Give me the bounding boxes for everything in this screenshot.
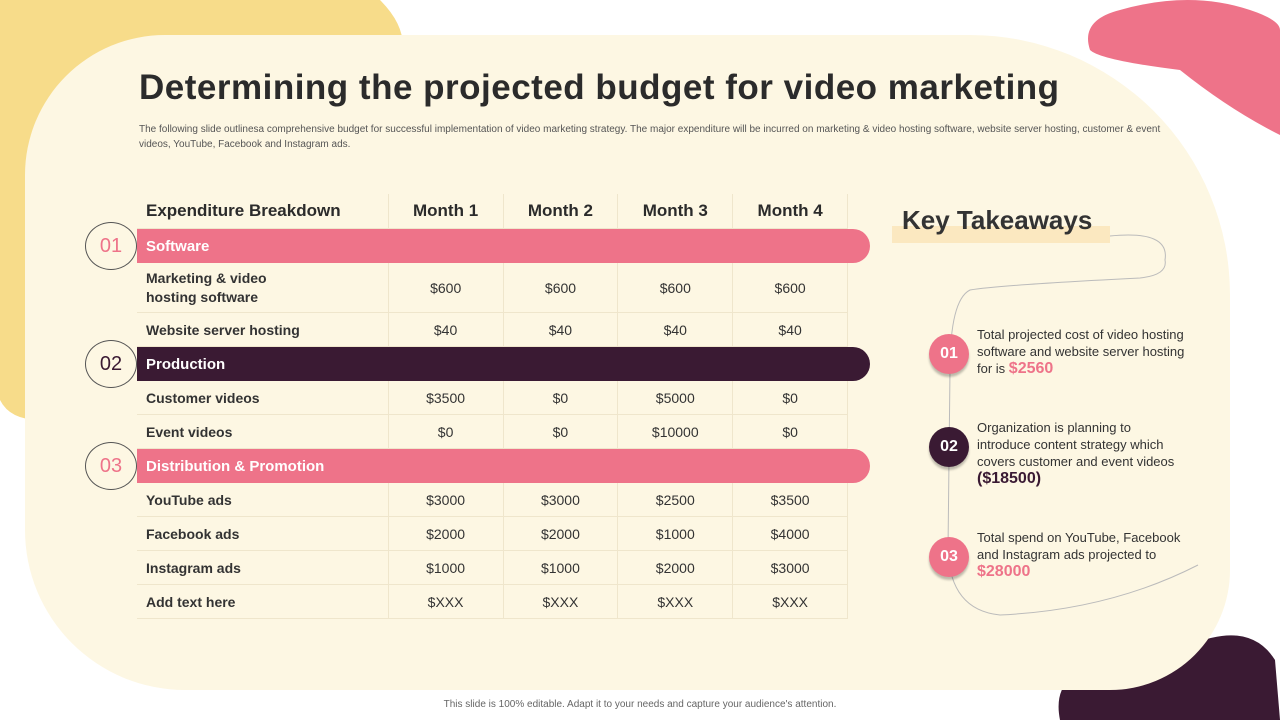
- table-row: Customer videos $3500 $0 $5000 $0: [137, 381, 849, 415]
- row-label: Marketing & video hosting software: [137, 263, 389, 312]
- takeaway-badge: 01: [929, 334, 969, 374]
- cell-value: $40: [389, 313, 504, 346]
- takeaway-value: ($18500): [977, 470, 1042, 487]
- cell-value: $2000: [618, 551, 734, 584]
- cell-value: $40: [618, 313, 734, 346]
- cell-value: $10000: [618, 415, 734, 448]
- section-number-badge: 01: [85, 222, 137, 270]
- section-number: 01: [99, 234, 123, 257]
- cell-value: $1000: [389, 551, 504, 584]
- cell-value: $40: [733, 313, 849, 346]
- table-row: Event videos $0 $0 $10000 $0: [137, 415, 849, 449]
- table-row: Instagram ads $1000 $1000 $2000 $3000: [137, 551, 849, 585]
- row-label: Instagram ads: [137, 551, 389, 584]
- cell-value: $3500: [389, 381, 504, 414]
- cell-value: $2000: [389, 517, 504, 550]
- cell-value: $1000: [504, 551, 619, 584]
- takeaway-value: $28000: [977, 563, 1031, 580]
- footer-note: This slide is 100% editable. Adapt it to…: [443, 699, 837, 710]
- takeaway-text: Total spend on YouTube, Facebook and Ins…: [977, 530, 1181, 562]
- row-label: Event videos: [137, 415, 389, 448]
- section-bar-3: Distribution & Promotion: [137, 449, 870, 483]
- key-takeaways-title: Key Takeaways: [892, 205, 1110, 243]
- row-label: Facebook ads: [137, 517, 389, 550]
- table-row: Marketing & video hosting software $600 $6…: [137, 263, 849, 313]
- cell-value: $XXX: [389, 585, 504, 618]
- table-row: Facebook ads $2000 $2000 $1000 $4000: [137, 517, 849, 551]
- section-label: Production: [146, 355, 226, 373]
- cell-value: $XXX: [504, 585, 619, 618]
- table-header-row: Expenditure Breakdown Month 1 Month 2 Month…: [137, 194, 849, 229]
- cell-value: $3000: [389, 483, 504, 516]
- cell-value: $0: [504, 381, 619, 414]
- takeaway-badge: 03: [929, 537, 969, 577]
- table-row: Add text here $XXX $XXX $XXX $XXX: [137, 585, 849, 619]
- takeaway-badge: 02: [929, 427, 969, 467]
- cell-value: $600: [733, 263, 849, 312]
- cell-value: $3000: [504, 483, 619, 516]
- column-header: Month 3: [618, 194, 734, 228]
- cell-value: $40: [504, 313, 619, 346]
- cell-value: $0: [389, 415, 504, 448]
- cell-value: $XXX: [618, 585, 734, 618]
- subtitle: The following slide outlinesa comprehens…: [139, 124, 1161, 150]
- section-number-badge: 03: [85, 442, 137, 490]
- takeaway-text: Organization is planning to introduce co…: [977, 420, 1175, 469]
- cell-value: $3500: [733, 483, 849, 516]
- column-header: Month 2: [504, 194, 619, 228]
- dark-blob: [1058, 635, 1280, 720]
- cell-value: $600: [618, 263, 734, 312]
- takeaway-number: 01: [940, 345, 958, 362]
- row-label: Add text here: [137, 585, 389, 618]
- row-label: YouTube ads: [137, 483, 389, 516]
- cell-value: $5000: [618, 381, 734, 414]
- takeaway-text: Total projected cost of video hosting so…: [977, 327, 1185, 376]
- timeline-line: [947, 234, 1199, 616]
- section-label: Distribution & Promotion: [146, 457, 325, 475]
- takeaway-number: 03: [940, 548, 958, 565]
- cell-value: $0: [504, 415, 619, 448]
- section-number: 02: [99, 352, 123, 375]
- cell-value: $600: [504, 263, 619, 312]
- row-label: Customer videos: [137, 381, 389, 414]
- table-row: Website server hosting $40 $40 $40 $40: [137, 313, 849, 347]
- cell-value: $3000: [733, 551, 849, 584]
- cell-value: $1000: [618, 517, 734, 550]
- column-header: Month 4: [733, 194, 849, 228]
- cell-value: $XXX: [733, 585, 849, 618]
- takeaway-item: Total projected cost of video hosting so…: [977, 326, 1187, 377]
- column-header: Expenditure Breakdown: [137, 194, 389, 228]
- row-label: Website server hosting: [137, 313, 389, 346]
- page-title: Determining the projected budget for vid…: [139, 68, 1060, 107]
- takeaway-item: Total spend on YouTube, Facebook and Ins…: [977, 529, 1187, 580]
- column-header: Month 1: [389, 194, 504, 228]
- cell-value: $600: [389, 263, 504, 312]
- section-bar-1: Software: [137, 229, 870, 263]
- table-row: YouTube ads $3000 $3000 $2500 $3500: [137, 483, 849, 517]
- section-number-badge: 02: [85, 340, 137, 388]
- cell-value: $2500: [618, 483, 734, 516]
- cell-value: $0: [733, 381, 849, 414]
- pink-blob: [1088, 0, 1280, 135]
- section-bar-2: Production: [137, 347, 870, 381]
- takeaway-value: $2560: [1008, 360, 1054, 377]
- cell-value: $4000: [733, 517, 849, 550]
- section-label: Software: [146, 237, 210, 255]
- section-number: 03: [99, 454, 123, 477]
- takeaway-item: Organization is planning to introduce co…: [977, 419, 1187, 487]
- cell-value: $2000: [504, 517, 619, 550]
- takeaway-number: 02: [940, 438, 958, 455]
- cell-value: $0: [733, 415, 849, 448]
